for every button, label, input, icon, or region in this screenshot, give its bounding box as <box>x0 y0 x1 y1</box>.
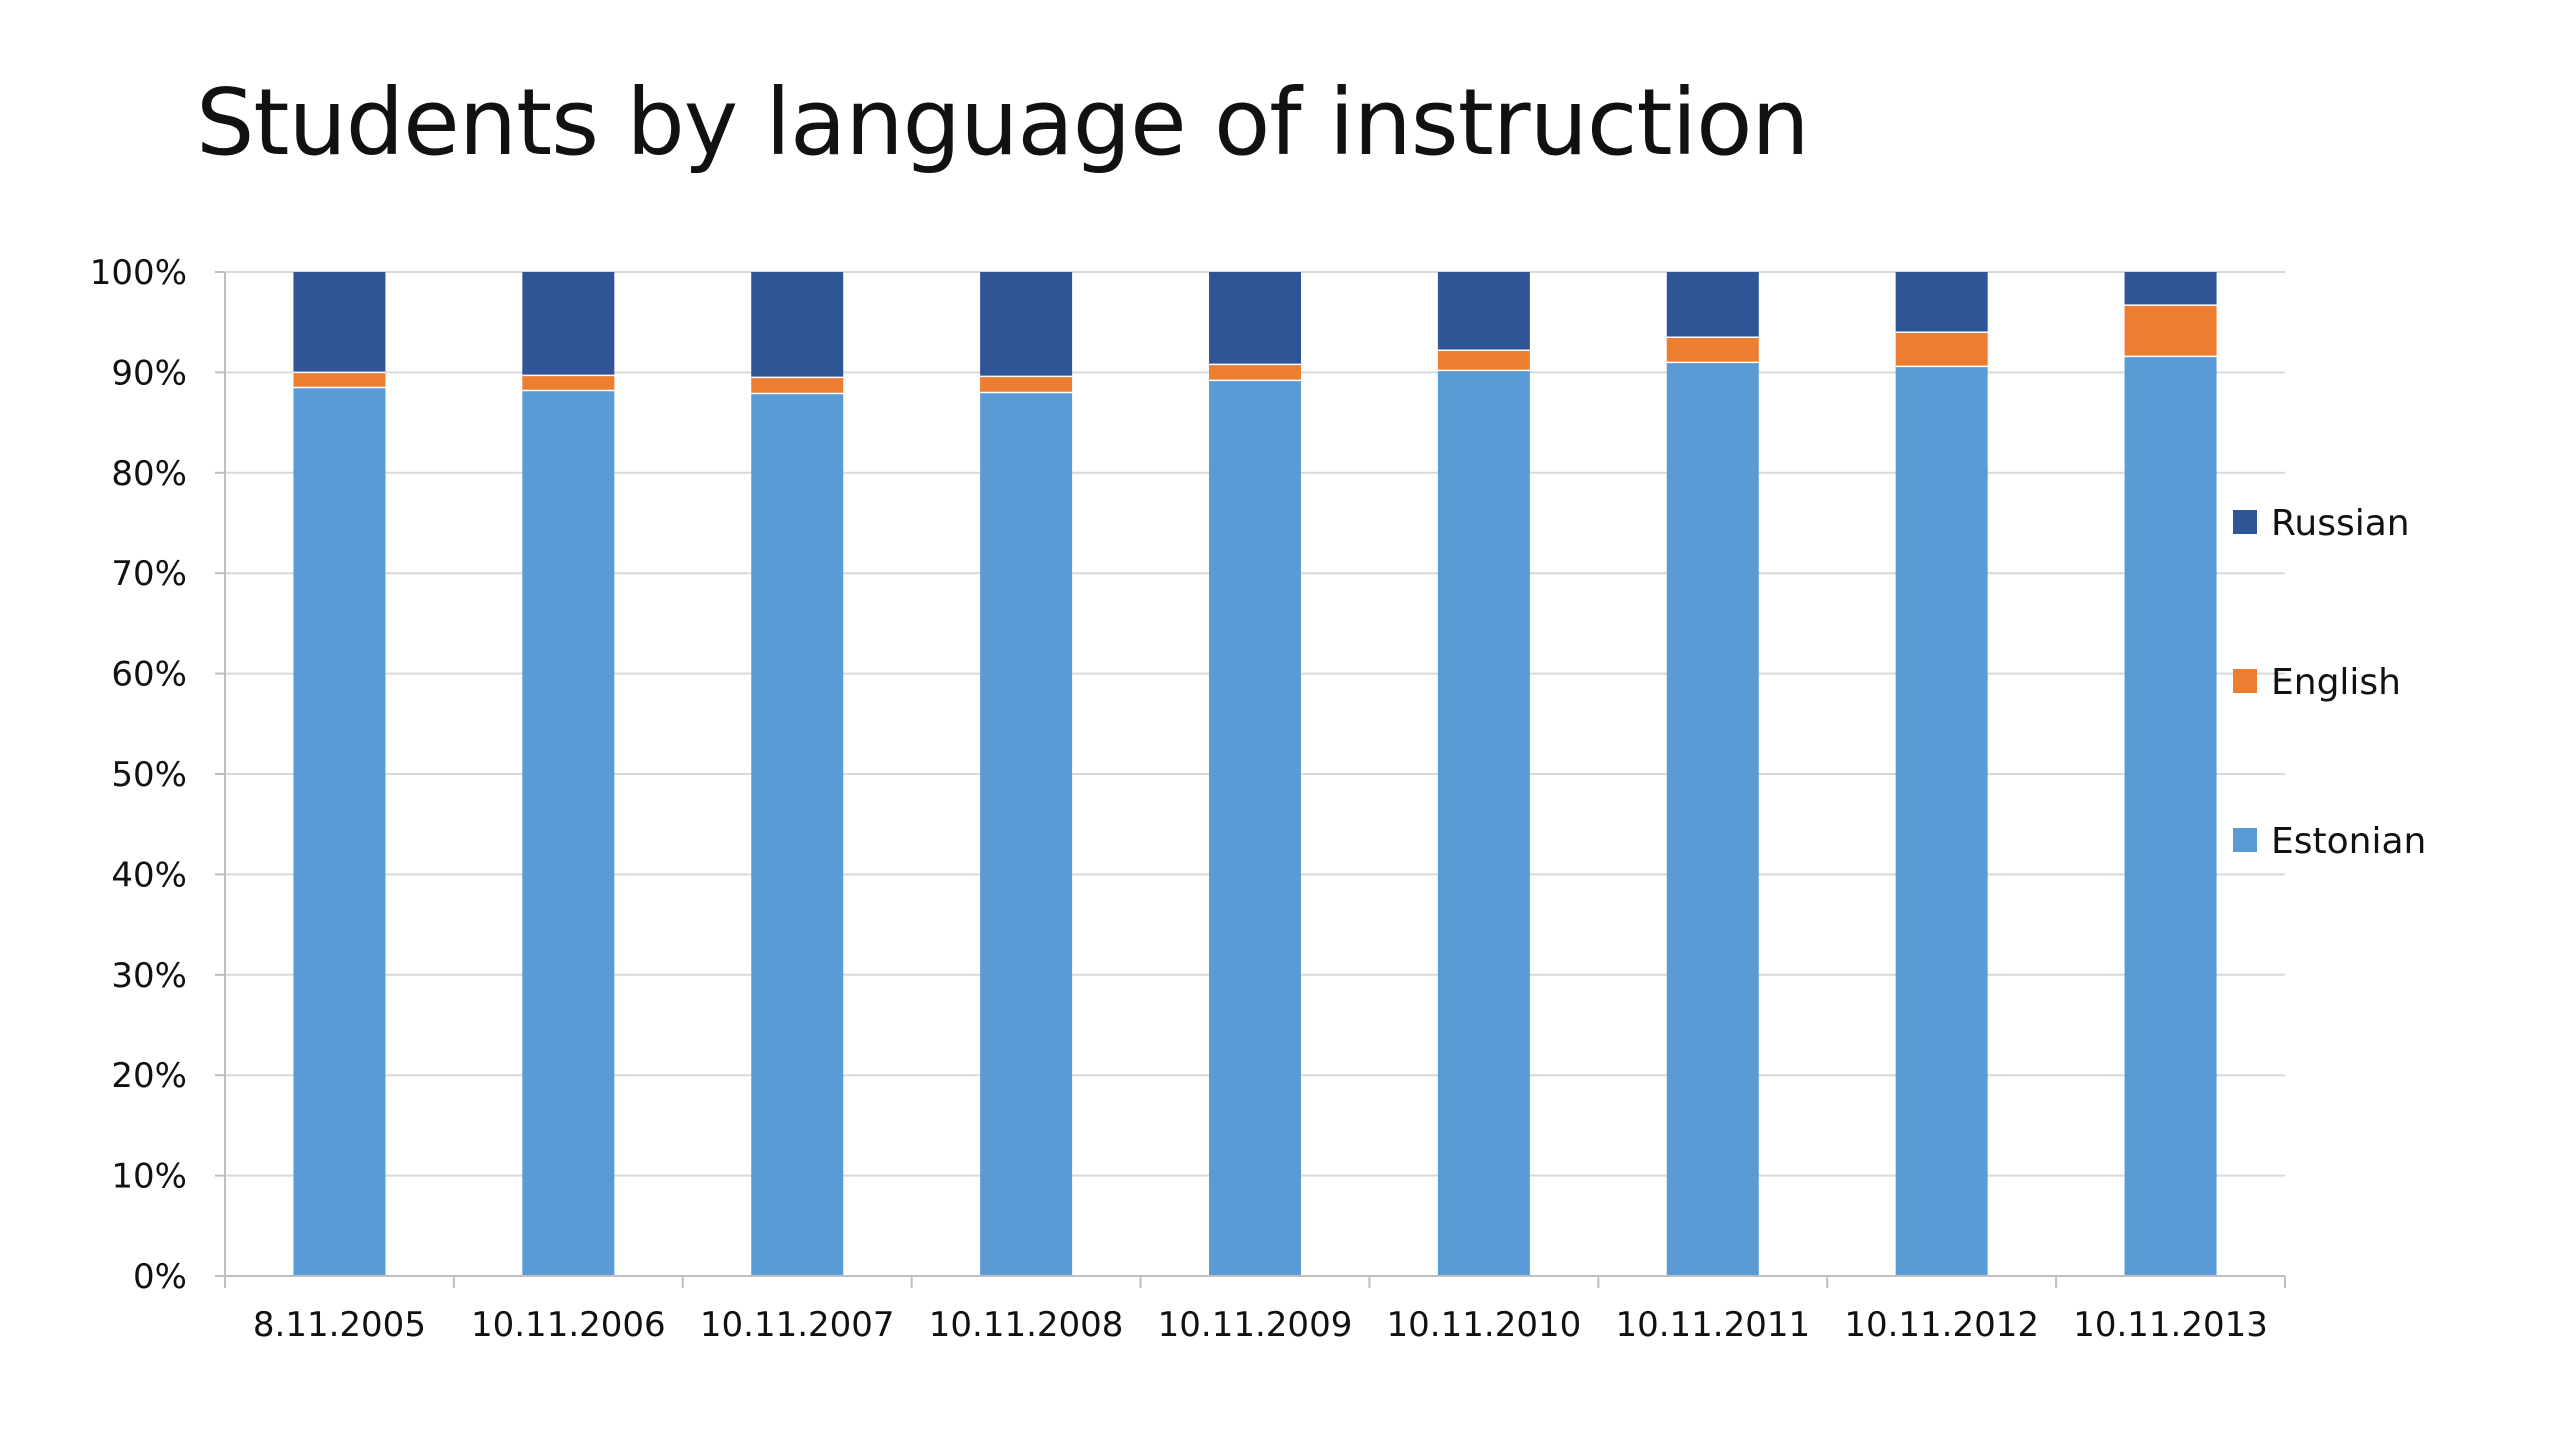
bar-stack <box>1666 272 1759 1276</box>
bar-segment-russian <box>1895 272 1988 333</box>
bar-segment-russian <box>522 272 615 376</box>
x-tick-label: 8.11.2005 <box>253 1305 426 1345</box>
bar-segment-english <box>293 372 386 388</box>
bar-segment-russian <box>1666 272 1759 338</box>
y-tick-label: 10% <box>111 1157 187 1197</box>
legend-swatch <box>2233 828 2257 852</box>
bar-stack <box>293 272 386 1277</box>
x-tick-label: 10.11.2007 <box>700 1305 895 1345</box>
bar-segment-russian <box>1209 272 1301 365</box>
bar-segment-russian <box>2124 272 2217 306</box>
legend-item-russian: Russian <box>2233 503 2410 544</box>
axes <box>215 271 2286 1288</box>
bar-segment-russian <box>1437 272 1530 351</box>
bar-segment-english <box>2124 305 2217 357</box>
bar-segment-russian <box>980 272 1073 377</box>
legend-label: Estonian <box>2271 821 2426 862</box>
bar-segment-english <box>1666 337 1759 363</box>
bar-segment-english <box>1895 332 1988 367</box>
y-tick-label: 70% <box>111 554 187 594</box>
y-tick-label: 100% <box>90 253 187 293</box>
y-tick-label: 50% <box>111 755 187 795</box>
bar-segment-english <box>1209 364 1301 381</box>
bar-segment-estonian <box>980 392 1073 1277</box>
bar-segment-estonian <box>1209 380 1301 1276</box>
x-tick-label: 10.11.2010 <box>1387 1305 1582 1345</box>
y-tick-label: 0% <box>133 1257 187 1297</box>
x-tick-label: 10.11.2012 <box>1844 1305 2039 1345</box>
y-tick-label: 60% <box>111 655 187 695</box>
bar-stack <box>1895 272 1988 1277</box>
chart-title: Students by language of instruction <box>196 69 1810 176</box>
x-tick-label: 10.11.2013 <box>2073 1305 2268 1345</box>
bar-segment-english <box>980 376 1073 393</box>
bar-segment-english <box>751 377 844 394</box>
legend-swatch <box>2233 510 2257 534</box>
bar-stack <box>2124 272 2217 1276</box>
legend-item-english: English <box>2233 662 2401 703</box>
y-tick-label: 20% <box>111 1056 187 1096</box>
legend-swatch <box>2233 669 2257 693</box>
bar-stack <box>751 272 844 1276</box>
bar-segment-estonian <box>751 393 844 1276</box>
bar-segment-russian <box>751 272 844 378</box>
y-tick-label: 40% <box>111 855 187 895</box>
bar-segment-estonian <box>2124 356 2217 1276</box>
x-tick-label: 10.11.2006 <box>471 1305 666 1345</box>
x-tick-label: 10.11.2011 <box>1615 1305 1810 1345</box>
y-tick-label: 90% <box>111 353 187 393</box>
x-tick-label: 10.11.2009 <box>1158 1305 1353 1345</box>
bar-segment-estonian <box>1895 366 1988 1277</box>
legend-item-estonian: Estonian <box>2233 821 2426 862</box>
legend-label: English <box>2271 662 2401 703</box>
y-axis-tick-labels: 0% 10% 20% 30% 40% 50% 60% 70% 80% 90% 100% <box>90 253 187 1297</box>
bar-segment-estonian <box>1437 370 1530 1277</box>
y-tick-label: 80% <box>111 454 187 494</box>
bar-stack <box>980 272 1073 1277</box>
y-tick-label: 30% <box>111 956 187 996</box>
x-axis-tick-labels: 8.11.2005 10.11.2006 10.11.2007 10.11.2008 1… <box>253 1305 2268 1345</box>
bar-segment-english <box>1437 350 1530 371</box>
bar-segment-estonian <box>1666 362 1759 1276</box>
bar-segment-estonian <box>293 387 386 1277</box>
bar-stack <box>1209 272 1301 1276</box>
legend-label: Russian <box>2271 503 2410 544</box>
bars <box>293 272 2217 1277</box>
x-tick-label: 10.11.2008 <box>929 1305 1124 1345</box>
bar-segment-russian <box>293 272 386 373</box>
legend: Russian English Estonian <box>2233 503 2426 862</box>
bar-stack <box>1437 272 1530 1277</box>
bar-segment-english <box>522 375 615 391</box>
bar-stack <box>522 272 615 1276</box>
bar-segment-estonian <box>522 390 615 1276</box>
